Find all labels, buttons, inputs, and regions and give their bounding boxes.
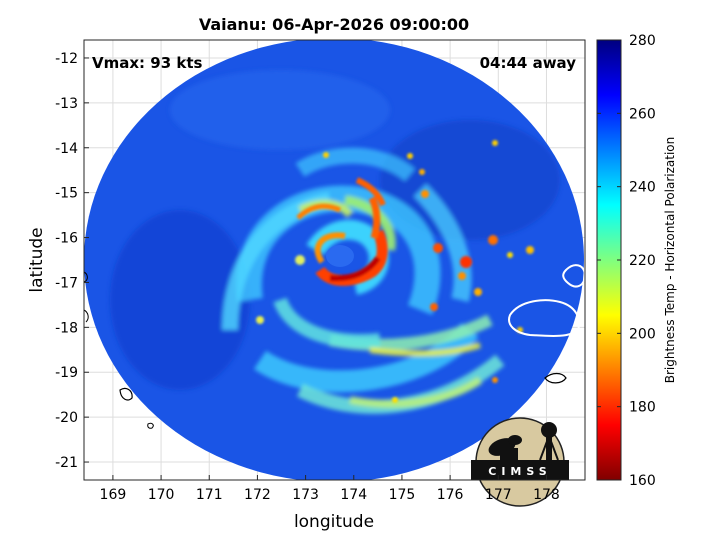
water-tower-icon bbox=[541, 422, 557, 438]
x-tick-label: 171 bbox=[196, 487, 223, 503]
logo-banner bbox=[471, 460, 569, 480]
y-tick-label: -16 bbox=[55, 231, 78, 247]
colorbar-tick-label: 260 bbox=[629, 106, 656, 122]
colorbar-label: Brightness Temp - Horizontal Polarizatio… bbox=[663, 137, 677, 384]
colorbar-tick-label: 280 bbox=[629, 33, 656, 49]
x-axis-label: longitude bbox=[294, 512, 374, 532]
x-tick-label: 175 bbox=[389, 487, 416, 503]
chart-title: Vaianu: 06-Apr-2026 09:00:00 bbox=[199, 15, 469, 34]
colorbar-tick-label: 160 bbox=[629, 473, 656, 489]
colorbar-tick-label: 240 bbox=[629, 180, 656, 196]
y-tick-label: -21 bbox=[55, 455, 78, 471]
colorbar-tick-label: 180 bbox=[629, 400, 656, 416]
island-coastline bbox=[147, 422, 154, 429]
storm-eye bbox=[326, 245, 354, 267]
x-tick-label: 177 bbox=[485, 487, 512, 503]
time-away-label: 04:44 away bbox=[480, 54, 577, 72]
y-tick-label: -13 bbox=[55, 96, 78, 112]
y-tick-label: -20 bbox=[55, 410, 78, 426]
island-coastline bbox=[544, 372, 567, 384]
y-axis: -12 -13 -14 -15 -16 -17 -18 -19 -20 -21 bbox=[55, 51, 89, 471]
microwave-swath bbox=[84, 40, 585, 480]
logo-text: CIMSS bbox=[488, 465, 551, 478]
x-tick-label: 169 bbox=[100, 487, 127, 503]
rainband-layer bbox=[110, 70, 560, 414]
y-axis-label: latitude bbox=[27, 227, 47, 292]
y-tick-label: -15 bbox=[55, 186, 78, 202]
y-tick-label: -19 bbox=[55, 365, 78, 381]
cimss-logo: CIMSS bbox=[471, 417, 569, 507]
colorbar-tick-label: 220 bbox=[629, 253, 656, 269]
x-tick-label: 170 bbox=[148, 487, 175, 503]
axes-box bbox=[83, 39, 586, 481]
colorbar: 160 180 200 220 240 260 280 Brightness Temp - … bbox=[596, 33, 677, 489]
satellite-dish-icon bbox=[508, 435, 522, 445]
y-tick-label: -14 bbox=[55, 141, 78, 157]
x-tick-label: 172 bbox=[244, 487, 271, 503]
convective-core-layer bbox=[256, 140, 534, 403]
island-coastline bbox=[119, 387, 133, 401]
island-coastline bbox=[508, 299, 580, 337]
island-coastline bbox=[84, 309, 89, 323]
island-coastline bbox=[84, 271, 88, 283]
x-tick-label: 178 bbox=[533, 487, 560, 503]
colorbar-tick-label: 200 bbox=[629, 326, 656, 342]
vmax-label: Vmax: 93 kts bbox=[92, 54, 202, 72]
island-coastline bbox=[562, 264, 585, 288]
x-tick-label: 173 bbox=[292, 487, 319, 503]
x-tick-label: 176 bbox=[437, 487, 464, 503]
y-tick-label: -18 bbox=[55, 320, 78, 336]
y-tick-label: -12 bbox=[55, 51, 78, 67]
x-tick-label: 174 bbox=[340, 487, 367, 503]
y-tick-label: -17 bbox=[55, 275, 78, 291]
x-axis: 169 170 171 172 173 174 175 176 177 178 bbox=[100, 475, 560, 503]
